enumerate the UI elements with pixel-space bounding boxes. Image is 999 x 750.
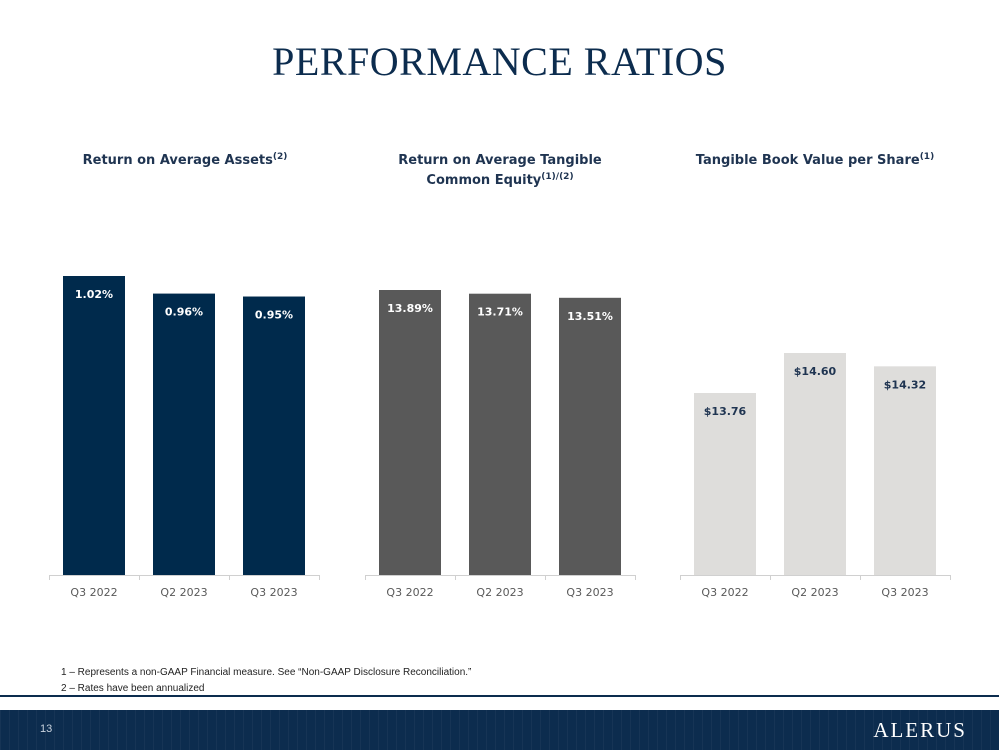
bar-tbvps-0 [694, 393, 756, 575]
data-label-rotce-1: 13.71% [477, 306, 523, 319]
data-label-tbvps-2: $14.32 [884, 378, 926, 391]
data-label-rotce-0: 13.89% [387, 302, 433, 315]
footnote-1: 1 – Represents a non-GAAP Financial meas… [61, 667, 472, 678]
footnote-2: 2 – Rates have been annualized [61, 683, 205, 694]
bar-tbvps-1 [784, 353, 846, 575]
bar-rotce-0 [379, 290, 441, 575]
data-label-rotce-2: 13.51% [567, 310, 613, 323]
chart-title-tbvps: Tangible Book Value per Share(1) [695, 152, 935, 169]
alerus-logo: ALERUS [873, 718, 967, 743]
tick-label-roaa-0: Q3 2022 [70, 586, 117, 599]
footer-divider [0, 695, 999, 697]
tick-label-rotce-0: Q3 2022 [386, 586, 433, 599]
data-label-roaa-2: 0.95% [255, 309, 293, 322]
page-title: PERFORMANCE RATIOS [272, 39, 727, 84]
data-label-roaa-0: 1.02% [75, 288, 113, 301]
chart-title-rotce: Return on Average Tangible Common Equity(… [398, 153, 602, 188]
bar-tbvps-2 [874, 366, 936, 575]
charts-canvas: 1.02% Q3 2022 0.96% Q2 2023 0.95% Q3 2023 13.8… [49, 276, 951, 599]
bar-roaa-1 [153, 293, 215, 575]
tick-label-tbvps-1: Q2 2023 [791, 586, 838, 599]
data-label-tbvps-1: $14.60 [794, 365, 837, 378]
data-label-tbvps-0: $13.76 [704, 405, 747, 418]
bar-rotce-2 [559, 297, 621, 575]
logo-text: ALERUS [873, 718, 967, 742]
chart-title-roaa: Return on Average Assets(2) [82, 152, 288, 169]
data-label-roaa-1: 0.96% [165, 306, 203, 319]
tick-label-rotce-1: Q2 2023 [476, 586, 523, 599]
tick-label-roaa-1: Q2 2023 [160, 586, 207, 599]
bar-roaa-0 [63, 276, 125, 575]
tick-label-rotce-2: Q3 2023 [566, 586, 613, 599]
footer-bar: 13 ALERUS [0, 710, 999, 750]
tick-label-roaa-2: Q3 2023 [250, 586, 297, 599]
tick-label-tbvps-0: Q3 2022 [701, 586, 748, 599]
bar-rotce-1 [469, 293, 531, 575]
bar-roaa-2 [243, 296, 305, 575]
tick-label-tbvps-2: Q3 2023 [881, 586, 928, 599]
page-number: 13 [40, 723, 53, 735]
